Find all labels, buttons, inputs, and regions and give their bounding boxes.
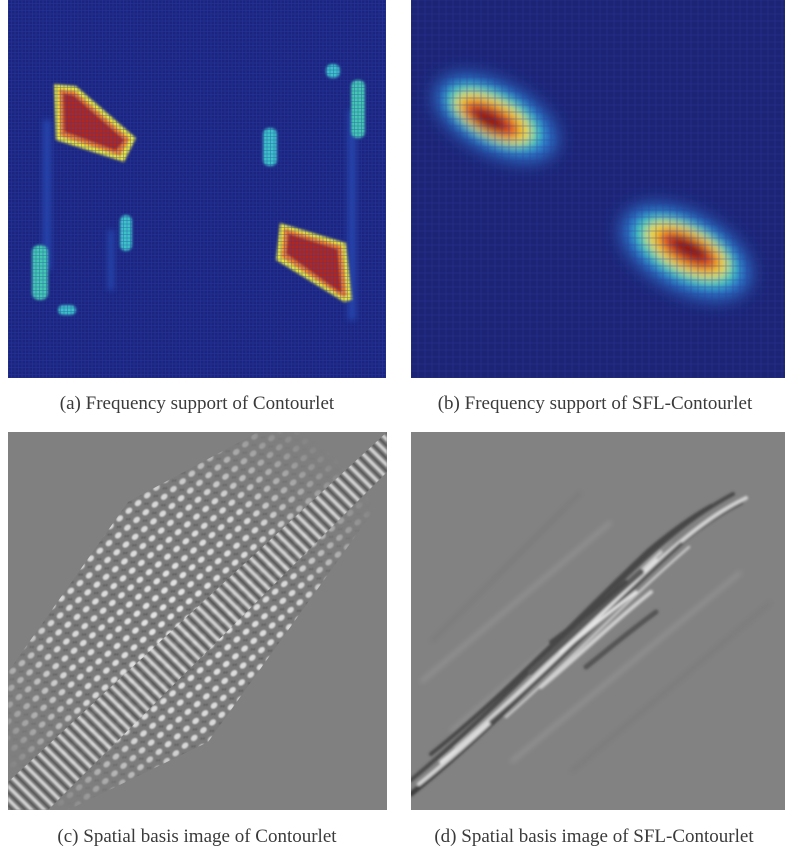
spatial-basis-contourlet-image — [8, 432, 387, 810]
frequency-support-sfl-contourlet-image — [411, 0, 785, 378]
caption-panel-c: (c) Spatial basis image of Contourlet — [57, 826, 337, 847]
spatial-basis-sfl-contourlet-image — [411, 432, 785, 810]
caption-panel-b: (b) Frequency support of SFL-Contourlet — [437, 393, 753, 414]
caption-panel-d: (d) Spatial basis image of SFL-Contourle… — [434, 826, 754, 847]
caption-panel-a: (a) Frequency support of Contourlet — [59, 393, 335, 414]
frequency-support-contourlet-image — [8, 0, 386, 378]
